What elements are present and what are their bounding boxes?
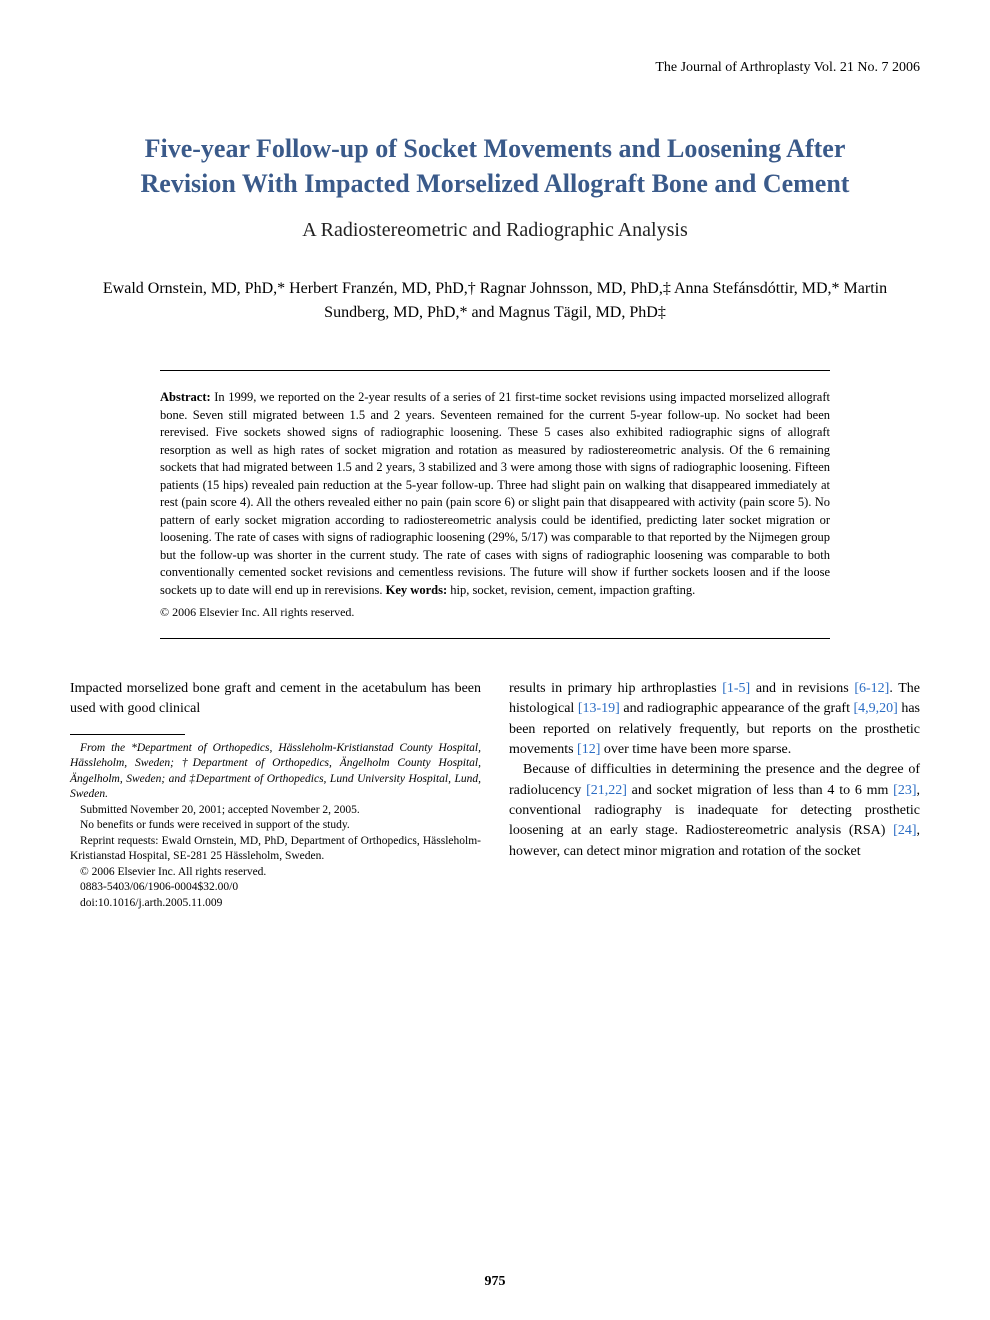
journal-header: The Journal of Arthroplasty Vol. 21 No. …: [70, 60, 920, 76]
body-paragraph-1: results in primary hip arthroplasties [1…: [509, 679, 920, 760]
text-span: and socket migration of less than 4 to 6…: [627, 783, 893, 798]
footnote-submitted: Submitted November 20, 2001; accepted No…: [70, 803, 481, 819]
body-paragraph-2: Because of difficulties in determining t…: [509, 760, 920, 861]
text-span: and in revisions: [750, 681, 854, 696]
footnote-doi: doi:10.1016/j.arth.2005.11.009: [70, 896, 481, 912]
abstract-copyright: © 2006 Elsevier Inc. All rights reserved…: [160, 605, 830, 620]
footnote-block: From the *Department of Orthopedics, Häs…: [70, 741, 481, 912]
footnote-copyright: © 2006 Elsevier Inc. All rights reserved…: [70, 865, 481, 881]
text-span: results in primary hip arthroplasties: [509, 681, 722, 696]
reference-link[interactable]: [1-5]: [722, 681, 750, 696]
text-span: over time have been more sparse.: [600, 742, 791, 757]
abstract-box: Abstract: In 1999, we reported on the 2-…: [160, 370, 830, 639]
left-column: Impacted morselized bone graft and cemen…: [70, 679, 481, 911]
reference-link[interactable]: [12]: [577, 742, 600, 757]
footnote-issn: 0883-5403/06/1906-0004$32.00/0: [70, 880, 481, 896]
reference-link[interactable]: [4,9,20]: [854, 701, 898, 716]
footnote-reprint: Reprint requests: Ewald Ornstein, MD, Ph…: [70, 834, 481, 865]
reference-link[interactable]: [24]: [893, 823, 916, 838]
page-number: 975: [0, 1274, 990, 1290]
reference-link[interactable]: [13-19]: [578, 701, 620, 716]
keywords-text: hip, socket, revision, cement, impaction…: [447, 583, 695, 597]
footnote-rule: [70, 734, 185, 735]
text-span: and radiographic appearance of the graft: [620, 701, 854, 716]
body-columns: Impacted morselized bone graft and cemen…: [70, 679, 920, 911]
footnote-affiliations: From the *Department of Orthopedics, Häs…: [70, 741, 481, 803]
abstract-body: In 1999, we reported on the 2-year resul…: [160, 390, 830, 597]
abstract-label: Abstract:: [160, 390, 211, 404]
footnote-benefits: No benefits or funds were received in su…: [70, 818, 481, 834]
article-title: Five-year Follow-up of Socket Movements …: [120, 131, 870, 201]
reference-link[interactable]: [23]: [893, 783, 916, 798]
reference-link[interactable]: [21,22]: [586, 783, 627, 798]
intro-paragraph: Impacted morselized bone graft and cemen…: [70, 679, 481, 720]
keywords-label: Key words:: [386, 583, 447, 597]
right-column: results in primary hip arthroplasties [1…: [509, 679, 920, 911]
reference-link[interactable]: [6-12]: [854, 681, 889, 696]
author-list: Ewald Ornstein, MD, PhD,* Herbert Franzé…: [100, 277, 890, 325]
article-subtitle: A Radiostereometric and Radiographic Ana…: [70, 219, 920, 242]
abstract-text: Abstract: In 1999, we reported on the 2-…: [160, 389, 830, 599]
